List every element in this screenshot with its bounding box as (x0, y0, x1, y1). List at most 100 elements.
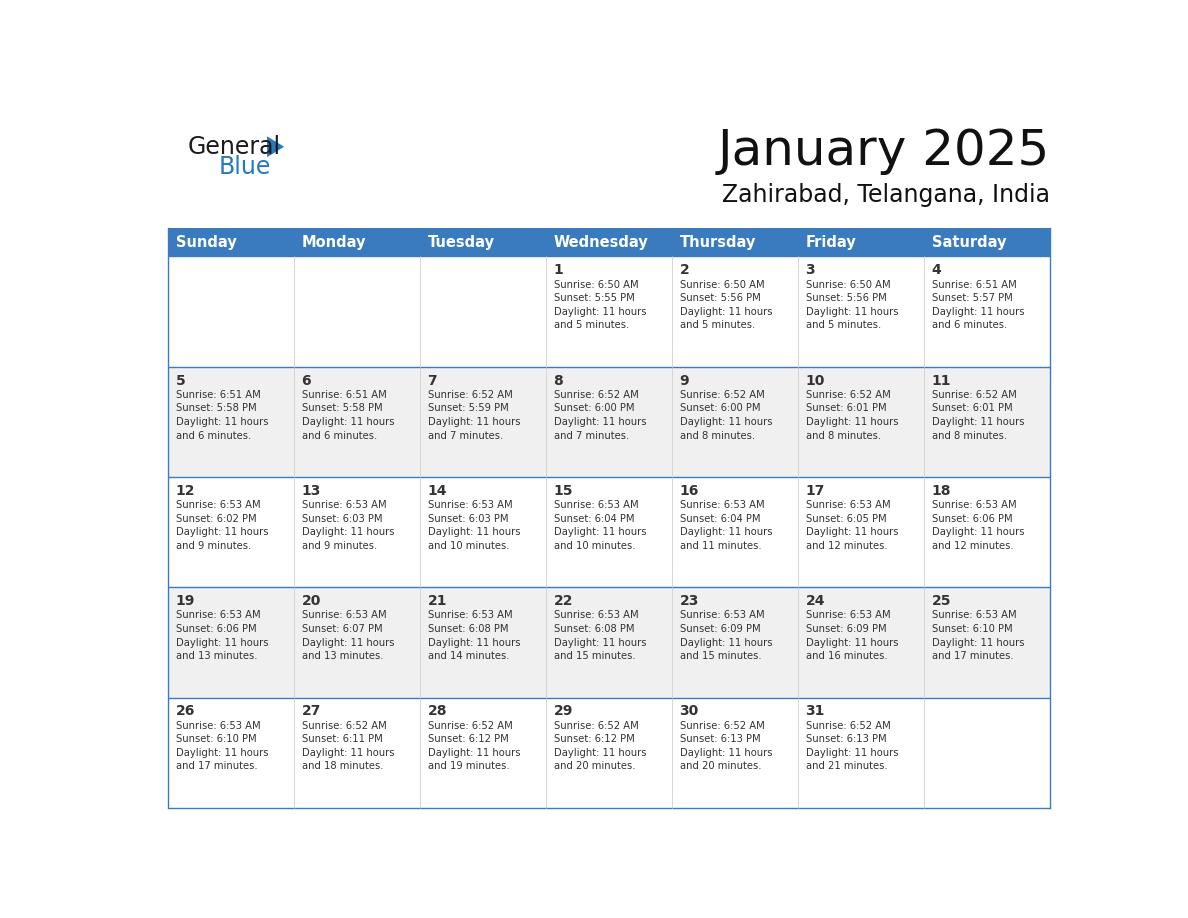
Bar (924, 366, 1050, 477)
Text: Sunrise: 6:52 AM
Sunset: 6:00 PM
Daylight: 11 hours
and 7 minutes.: Sunrise: 6:52 AM Sunset: 6:00 PM Dayligh… (554, 390, 646, 441)
Bar (545, 477, 672, 588)
Text: 15: 15 (554, 484, 573, 498)
Bar (545, 366, 672, 477)
Bar (419, 256, 545, 366)
Text: Sunrise: 6:53 AM
Sunset: 6:05 PM
Daylight: 11 hours
and 12 minutes.: Sunrise: 6:53 AM Sunset: 6:05 PM Dayligh… (805, 500, 898, 551)
Text: Sunrise: 6:53 AM
Sunset: 6:03 PM
Daylight: 11 hours
and 9 minutes.: Sunrise: 6:53 AM Sunset: 6:03 PM Dayligh… (302, 500, 394, 551)
Text: 5: 5 (176, 374, 185, 387)
Text: 31: 31 (805, 704, 824, 719)
Text: 17: 17 (805, 484, 824, 498)
Text: 24: 24 (805, 594, 826, 609)
Text: 7: 7 (428, 374, 437, 387)
Bar (924, 698, 1050, 808)
Text: Friday: Friday (805, 235, 857, 250)
Text: 11: 11 (931, 374, 952, 387)
Text: 2: 2 (680, 263, 689, 277)
Text: 21: 21 (428, 594, 447, 609)
Bar (293, 477, 419, 588)
Text: 26: 26 (176, 704, 195, 719)
Text: Sunrise: 6:51 AM
Sunset: 5:58 PM
Daylight: 11 hours
and 6 minutes.: Sunrise: 6:51 AM Sunset: 5:58 PM Dayligh… (302, 390, 394, 441)
Bar (419, 366, 545, 477)
Bar (293, 698, 419, 808)
Bar (545, 228, 672, 256)
Text: 14: 14 (428, 484, 447, 498)
Text: Sunrise: 6:52 AM
Sunset: 6:12 PM
Daylight: 11 hours
and 19 minutes.: Sunrise: 6:52 AM Sunset: 6:12 PM Dayligh… (428, 721, 520, 771)
Bar (168, 588, 293, 698)
Text: 10: 10 (805, 374, 824, 387)
Text: Sunrise: 6:53 AM
Sunset: 6:10 PM
Daylight: 11 hours
and 17 minutes.: Sunrise: 6:53 AM Sunset: 6:10 PM Dayligh… (176, 721, 268, 771)
Bar (672, 477, 798, 588)
Bar (419, 588, 545, 698)
Bar (293, 366, 419, 477)
Text: Sunrise: 6:52 AM
Sunset: 6:01 PM
Daylight: 11 hours
and 8 minutes.: Sunrise: 6:52 AM Sunset: 6:01 PM Dayligh… (805, 390, 898, 441)
Bar (672, 256, 798, 366)
Text: 1: 1 (554, 263, 563, 277)
Text: 27: 27 (302, 704, 321, 719)
Text: Sunrise: 6:50 AM
Sunset: 5:55 PM
Daylight: 11 hours
and 5 minutes.: Sunrise: 6:50 AM Sunset: 5:55 PM Dayligh… (554, 280, 646, 330)
Bar (168, 366, 293, 477)
Text: Sunrise: 6:53 AM
Sunset: 6:10 PM
Daylight: 11 hours
and 17 minutes.: Sunrise: 6:53 AM Sunset: 6:10 PM Dayligh… (931, 610, 1024, 661)
Text: General: General (188, 135, 280, 159)
Text: 30: 30 (680, 704, 699, 719)
Text: Thursday: Thursday (680, 235, 756, 250)
Text: 3: 3 (805, 263, 815, 277)
Text: Sunrise: 6:52 AM
Sunset: 6:13 PM
Daylight: 11 hours
and 21 minutes.: Sunrise: 6:52 AM Sunset: 6:13 PM Dayligh… (805, 721, 898, 771)
Text: Sunday: Sunday (176, 235, 236, 250)
Text: Sunrise: 6:52 AM
Sunset: 6:00 PM
Daylight: 11 hours
and 8 minutes.: Sunrise: 6:52 AM Sunset: 6:00 PM Dayligh… (680, 390, 772, 441)
Text: January 2025: January 2025 (718, 127, 1050, 175)
Text: 22: 22 (554, 594, 573, 609)
Text: Sunrise: 6:53 AM
Sunset: 6:04 PM
Daylight: 11 hours
and 11 minutes.: Sunrise: 6:53 AM Sunset: 6:04 PM Dayligh… (680, 500, 772, 551)
Bar (924, 477, 1050, 588)
Bar (672, 588, 798, 698)
Text: Sunrise: 6:53 AM
Sunset: 6:08 PM
Daylight: 11 hours
and 15 minutes.: Sunrise: 6:53 AM Sunset: 6:08 PM Dayligh… (554, 610, 646, 661)
Text: Saturday: Saturday (931, 235, 1006, 250)
Bar (672, 228, 798, 256)
Bar (672, 698, 798, 808)
Text: 29: 29 (554, 704, 573, 719)
Text: Wednesday: Wednesday (554, 235, 649, 250)
Bar (672, 366, 798, 477)
Bar (293, 228, 419, 256)
Bar (168, 228, 293, 256)
Bar (419, 228, 545, 256)
Text: Sunrise: 6:51 AM
Sunset: 5:58 PM
Daylight: 11 hours
and 6 minutes.: Sunrise: 6:51 AM Sunset: 5:58 PM Dayligh… (176, 390, 268, 441)
Text: Sunrise: 6:53 AM
Sunset: 6:02 PM
Daylight: 11 hours
and 9 minutes.: Sunrise: 6:53 AM Sunset: 6:02 PM Dayligh… (176, 500, 268, 551)
Text: Sunrise: 6:52 AM
Sunset: 6:01 PM
Daylight: 11 hours
and 8 minutes.: Sunrise: 6:52 AM Sunset: 6:01 PM Dayligh… (931, 390, 1024, 441)
Bar (924, 228, 1050, 256)
Text: Sunrise: 6:53 AM
Sunset: 6:09 PM
Daylight: 11 hours
and 15 minutes.: Sunrise: 6:53 AM Sunset: 6:09 PM Dayligh… (680, 610, 772, 661)
Bar (798, 256, 924, 366)
Text: 4: 4 (931, 263, 941, 277)
Bar (798, 477, 924, 588)
Text: Sunrise: 6:50 AM
Sunset: 5:56 PM
Daylight: 11 hours
and 5 minutes.: Sunrise: 6:50 AM Sunset: 5:56 PM Dayligh… (805, 280, 898, 330)
Bar (545, 256, 672, 366)
Bar (545, 588, 672, 698)
Bar (545, 698, 672, 808)
Text: Sunrise: 6:53 AM
Sunset: 6:06 PM
Daylight: 11 hours
and 12 minutes.: Sunrise: 6:53 AM Sunset: 6:06 PM Dayligh… (931, 500, 1024, 551)
Text: 16: 16 (680, 484, 699, 498)
Bar (924, 588, 1050, 698)
Text: Sunrise: 6:53 AM
Sunset: 6:08 PM
Daylight: 11 hours
and 14 minutes.: Sunrise: 6:53 AM Sunset: 6:08 PM Dayligh… (428, 610, 520, 661)
Text: Sunrise: 6:53 AM
Sunset: 6:03 PM
Daylight: 11 hours
and 10 minutes.: Sunrise: 6:53 AM Sunset: 6:03 PM Dayligh… (428, 500, 520, 551)
Text: Zahirabad, Telangana, India: Zahirabad, Telangana, India (722, 183, 1050, 207)
Text: Sunrise: 6:53 AM
Sunset: 6:04 PM
Daylight: 11 hours
and 10 minutes.: Sunrise: 6:53 AM Sunset: 6:04 PM Dayligh… (554, 500, 646, 551)
Text: Sunrise: 6:52 AM
Sunset: 5:59 PM
Daylight: 11 hours
and 7 minutes.: Sunrise: 6:52 AM Sunset: 5:59 PM Dayligh… (428, 390, 520, 441)
Bar (798, 698, 924, 808)
Bar (924, 256, 1050, 366)
Text: 20: 20 (302, 594, 321, 609)
Text: 23: 23 (680, 594, 699, 609)
Text: Monday: Monday (302, 235, 366, 250)
Bar (798, 588, 924, 698)
Bar (293, 588, 419, 698)
Text: Blue: Blue (219, 155, 271, 179)
Text: Sunrise: 6:53 AM
Sunset: 6:07 PM
Daylight: 11 hours
and 13 minutes.: Sunrise: 6:53 AM Sunset: 6:07 PM Dayligh… (302, 610, 394, 661)
Text: 6: 6 (302, 374, 311, 387)
Bar (293, 256, 419, 366)
Text: 13: 13 (302, 484, 321, 498)
Text: Sunrise: 6:52 AM
Sunset: 6:11 PM
Daylight: 11 hours
and 18 minutes.: Sunrise: 6:52 AM Sunset: 6:11 PM Dayligh… (302, 721, 394, 771)
Bar (798, 228, 924, 256)
Text: 19: 19 (176, 594, 195, 609)
Text: 28: 28 (428, 704, 447, 719)
Text: 8: 8 (554, 374, 563, 387)
Polygon shape (267, 137, 284, 157)
Text: 12: 12 (176, 484, 195, 498)
